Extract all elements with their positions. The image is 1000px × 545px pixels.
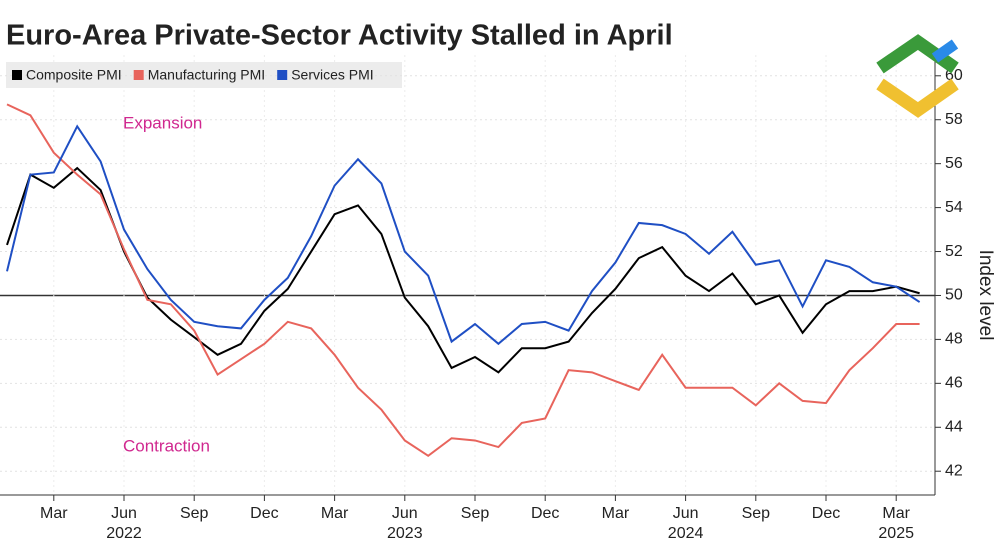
x-tick-label: Dec bbox=[531, 505, 559, 522]
x-tick-label: Jun bbox=[392, 505, 418, 522]
x-tick-label: Dec bbox=[812, 505, 840, 522]
legend-swatch bbox=[277, 70, 288, 80]
y-tick-label: 52 bbox=[945, 243, 963, 260]
y-tick-label: 54 bbox=[945, 199, 963, 216]
y-tick-label: 58 bbox=[945, 111, 963, 128]
series-line bbox=[6, 103, 920, 458]
x-tick-label: Dec bbox=[250, 505, 278, 522]
year-label: 2022 bbox=[106, 525, 142, 542]
y-tick-label: 50 bbox=[945, 287, 963, 304]
legend-background bbox=[6, 62, 402, 88]
x-tick-label: Sep bbox=[180, 505, 209, 522]
series-line bbox=[6, 124, 921, 346]
x-tick-label: Jun bbox=[111, 505, 137, 522]
y-tick-label: 48 bbox=[945, 331, 963, 348]
year-label: 2025 bbox=[878, 525, 914, 542]
y-tick-label: 46 bbox=[945, 375, 963, 392]
series-line bbox=[6, 166, 920, 374]
x-tick-label: Mar bbox=[321, 505, 349, 522]
y-tick-label: 42 bbox=[945, 462, 963, 479]
legend-swatch bbox=[12, 70, 22, 80]
year-label: 2024 bbox=[668, 525, 704, 542]
legend-label: Manufacturing PMI bbox=[148, 67, 266, 83]
y-tick-label: 56 bbox=[945, 155, 963, 172]
annotation: Expansion bbox=[123, 113, 202, 132]
x-tick-label: Sep bbox=[742, 505, 771, 522]
x-tick-label: Mar bbox=[40, 505, 68, 522]
x-tick-label: Mar bbox=[882, 505, 910, 522]
chart-title: Euro-Area Private-Sector Activity Stalle… bbox=[6, 20, 673, 52]
legend-label: Composite PMI bbox=[26, 67, 122, 83]
y-tick-label: 44 bbox=[945, 418, 963, 435]
logo-blue bbox=[931, 39, 959, 63]
annotation: Contraction bbox=[123, 436, 210, 455]
year-label: 2023 bbox=[387, 525, 423, 542]
x-tick-label: Sep bbox=[461, 505, 490, 522]
y-axis-label: Index level bbox=[975, 250, 996, 341]
legend-swatch bbox=[133, 70, 144, 80]
logo bbox=[876, 34, 959, 118]
logo-yellow bbox=[876, 78, 959, 118]
legend-label: Services PMI bbox=[291, 67, 373, 83]
x-tick-label: Mar bbox=[602, 505, 630, 522]
x-tick-label: Jun bbox=[673, 505, 699, 522]
